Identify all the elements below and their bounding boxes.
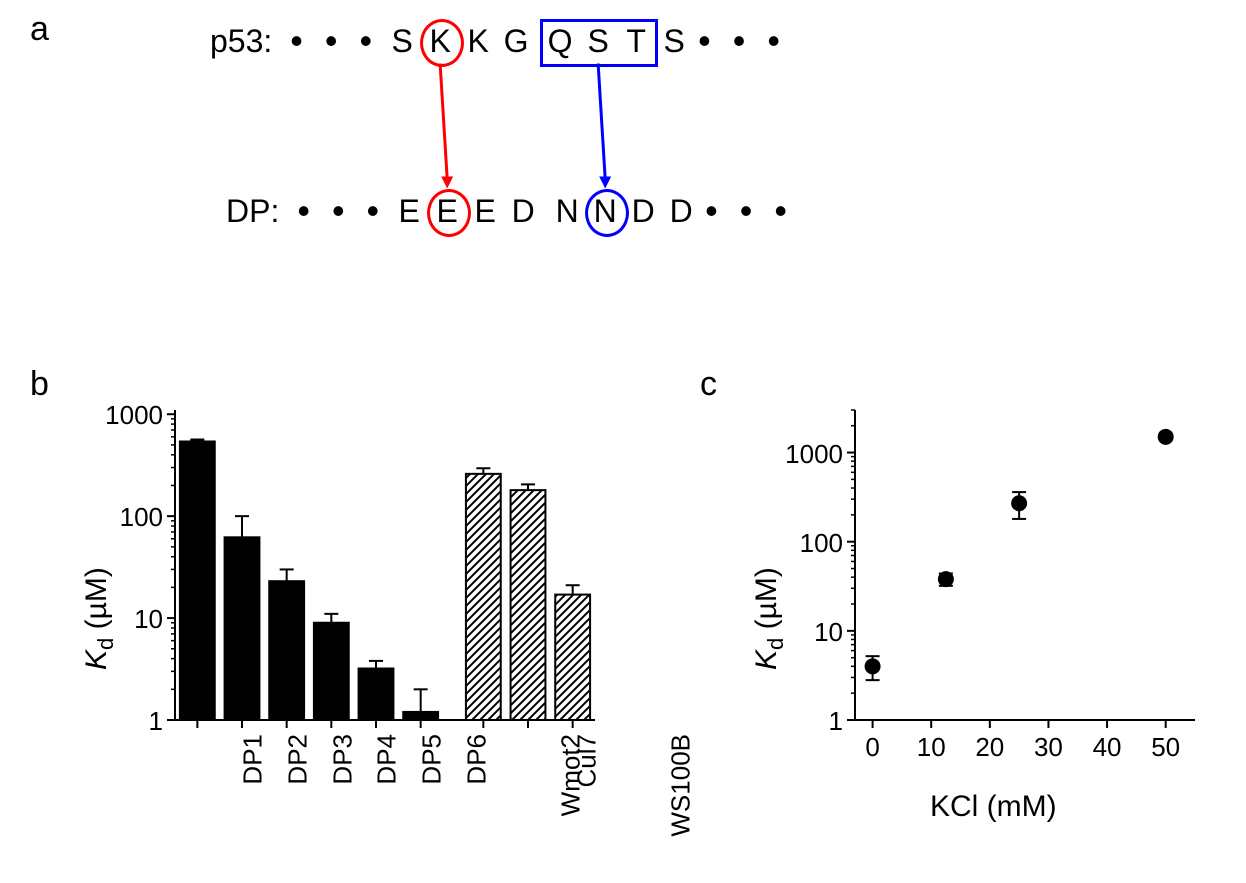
x-tick-label: DP3 (327, 734, 358, 785)
y-tick-label: 100 (783, 528, 843, 559)
x-tick-label: DP5 (417, 734, 448, 785)
x-tick-label: 0 (855, 732, 891, 763)
y-tick-label: 10 (103, 604, 163, 635)
panel-a-label: a (30, 10, 49, 49)
y-tick-label: 1 (103, 706, 163, 737)
x-tick-label: DP2 (283, 734, 314, 785)
x-tick-label: DP1 (238, 734, 269, 785)
y-tick-label: 100 (103, 502, 163, 533)
x-axis-label: KCl (mM) (930, 790, 1057, 824)
bar-chart-svg (90, 390, 630, 850)
arrows-svg (210, 20, 910, 280)
y-tick-label: 1 (783, 706, 843, 737)
y-tick-label: 1000 (783, 439, 843, 470)
bar-chart: Kd (µM) 1101001000 DP1DP2DP3DP4DP5DP6Wmo… (90, 390, 630, 850)
panel-c-label: c (700, 365, 717, 404)
y-tick-label: 10 (783, 617, 843, 648)
x-tick-label: DP6 (461, 734, 492, 785)
x-tick-label: 40 (1089, 732, 1125, 763)
x-tick-label: WS100B (665, 734, 696, 837)
x-tick-label: DP4 (372, 734, 403, 785)
x-tick-label: 10 (913, 732, 949, 763)
figure-root: a b c p53: • • • SKKGQSTS • • • DP: • • … (0, 0, 1246, 883)
x-tick-label: 30 (1030, 732, 1066, 763)
sequence-diagram: p53: • • • SKKGQSTS • • • DP: • • • EEED… (210, 20, 910, 280)
x-tick-label: Cul7 (571, 734, 602, 787)
y-tick-label: 1000 (103, 400, 163, 431)
scatter-chart: Kd (µM) 1101001000 01020304050 KCl (mM) (760, 390, 1210, 850)
x-tick-label: 20 (972, 732, 1008, 763)
x-tick-label: 50 (1148, 732, 1184, 763)
panel-b-label: b (30, 365, 49, 404)
